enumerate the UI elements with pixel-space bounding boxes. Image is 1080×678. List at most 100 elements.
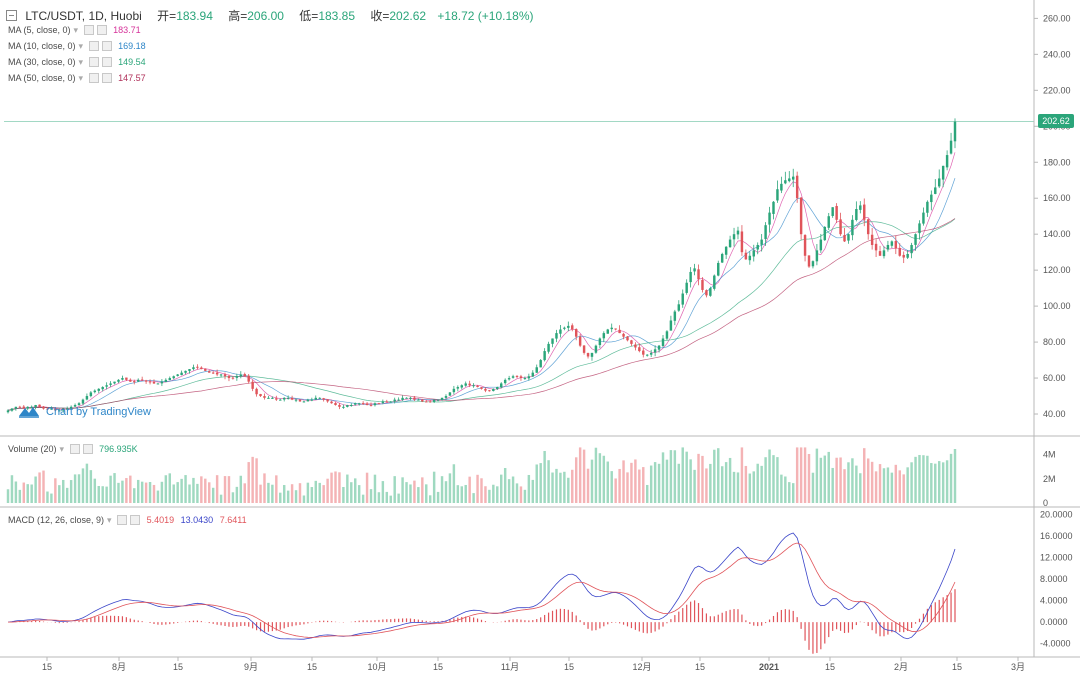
candle-body xyxy=(460,385,463,388)
ma50-legend[interactable]: MA (50, close, 0) ▾ 147.57 xyxy=(8,72,146,84)
candle-body xyxy=(764,225,767,240)
close-icon[interactable] xyxy=(96,25,107,35)
candle-body xyxy=(657,345,661,350)
macd-legend[interactable]: MACD (12, 26, close, 9) ▾ 5.4019 13.0430 … xyxy=(8,514,247,526)
price-tick-label: 240.00 xyxy=(1043,49,1071,59)
candle-body xyxy=(223,374,227,377)
volume-bar xyxy=(515,483,519,503)
volume-bar xyxy=(582,449,586,503)
volume-legend[interactable]: Volume (20) ▾ 796.935K xyxy=(8,443,138,455)
candle-body xyxy=(432,399,436,402)
candle-body xyxy=(523,378,527,380)
volume-bar xyxy=(125,478,128,503)
volume-bar xyxy=(425,484,428,503)
volume-bar xyxy=(346,474,349,503)
chevron-down-icon[interactable]: ▾ xyxy=(59,444,65,454)
volume-bar xyxy=(275,475,278,503)
candle-body xyxy=(496,387,499,390)
candle-body xyxy=(953,121,957,142)
chevron-down-icon[interactable]: ▾ xyxy=(78,57,84,67)
volume-bar xyxy=(255,458,258,503)
ma5-legend[interactable]: MA (5, close, 0) ▾ 183.71 xyxy=(8,24,141,36)
candle-body xyxy=(101,387,104,390)
candle-body xyxy=(263,396,266,398)
volume-bar xyxy=(669,450,673,503)
candle-body xyxy=(373,403,377,406)
chevron-down-icon[interactable]: ▾ xyxy=(107,515,112,525)
volume-bar xyxy=(642,467,645,503)
candle-body xyxy=(535,367,538,373)
settings-icon[interactable] xyxy=(88,57,99,67)
volume-bar xyxy=(200,476,203,503)
candle-body xyxy=(642,350,645,355)
settings-icon[interactable] xyxy=(88,41,99,51)
candle-body xyxy=(653,349,657,353)
open-label: 开= xyxy=(157,9,177,23)
collapse-icon[interactable] xyxy=(6,10,17,21)
close-icon[interactable] xyxy=(82,444,93,454)
volume-bar xyxy=(843,469,846,503)
close-icon[interactable] xyxy=(101,41,112,51)
candle-body xyxy=(689,271,692,283)
candle-body xyxy=(298,399,302,402)
ma10-value: 169.18 xyxy=(118,41,146,51)
candle-body xyxy=(610,327,613,330)
ma10-legend[interactable]: MA (10, close, 0) ▾ 169.18 xyxy=(8,40,146,52)
volume-bar xyxy=(109,475,112,503)
time-tick-label: 11月 xyxy=(501,662,519,672)
volume-bar xyxy=(709,463,712,503)
volume-bar xyxy=(365,472,369,503)
volume-bar xyxy=(586,468,590,503)
volume-bar xyxy=(772,455,775,503)
close-icon[interactable] xyxy=(130,515,141,525)
candle-body xyxy=(192,367,195,370)
volume-bar xyxy=(432,471,436,503)
chevron-down-icon[interactable]: ▾ xyxy=(73,25,79,35)
candle-body xyxy=(586,353,590,357)
candle-body xyxy=(152,381,156,384)
volume-bar xyxy=(282,485,286,503)
symbol-title[interactable]: LTC/USDT, 1D, Huobi xyxy=(25,9,142,23)
volume-bar xyxy=(243,483,246,503)
candle-body xyxy=(799,197,803,235)
settings-icon[interactable] xyxy=(69,444,80,454)
candle-body xyxy=(630,340,633,344)
volume-bar xyxy=(839,457,842,503)
candle-body xyxy=(519,376,523,379)
volume-bar xyxy=(567,477,570,503)
candle-body xyxy=(768,212,771,225)
time-tick-label: 8月 xyxy=(112,662,126,672)
candle-body xyxy=(472,385,475,387)
candle-body xyxy=(211,372,215,374)
candle-body xyxy=(701,279,704,290)
candle-body xyxy=(346,405,349,407)
close-icon[interactable] xyxy=(101,73,112,83)
candle-body xyxy=(156,383,160,385)
candle-body xyxy=(65,408,69,410)
tradingview-watermark[interactable]: Chart by TradingView xyxy=(18,404,151,421)
candle-body xyxy=(302,401,306,403)
high-label: 高= xyxy=(228,9,248,23)
volume-bar xyxy=(294,490,298,503)
candle-body xyxy=(389,401,392,403)
close-icon[interactable] xyxy=(101,57,112,67)
settings-icon[interactable] xyxy=(88,73,99,83)
candle-body xyxy=(606,329,609,334)
volume-bar xyxy=(231,492,235,503)
volume-bar xyxy=(440,476,444,503)
settings-icon[interactable] xyxy=(83,25,94,35)
candle-body xyxy=(180,372,183,376)
candle-body xyxy=(428,401,432,403)
volume-bar xyxy=(10,475,14,503)
last-price-tag: 202.62 xyxy=(1038,114,1074,128)
volume-bar xyxy=(227,476,231,503)
volume-bar xyxy=(235,486,239,503)
ma30-legend[interactable]: MA (30, close, 0) ▾ 149.54 xyxy=(8,56,146,68)
chevron-down-icon[interactable]: ▾ xyxy=(78,41,84,51)
chevron-down-icon[interactable]: ▾ xyxy=(78,73,84,83)
settings-icon[interactable] xyxy=(117,515,128,525)
volume-bar xyxy=(211,487,215,503)
candle-body xyxy=(160,381,164,384)
volume-bar xyxy=(823,455,827,503)
